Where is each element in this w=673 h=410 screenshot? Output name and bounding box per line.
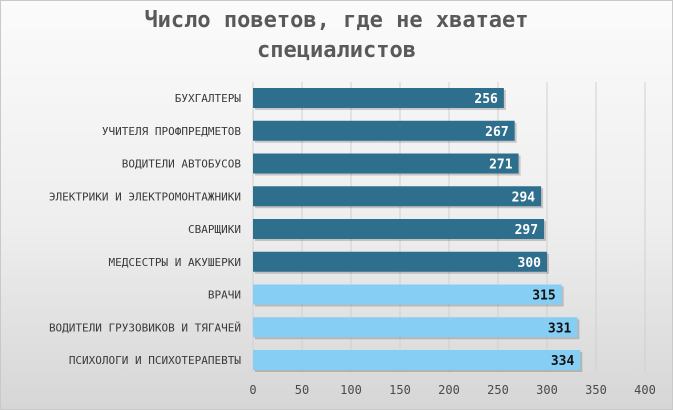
- bar: [253, 284, 562, 305]
- data-label: 271: [489, 158, 513, 173]
- chart-title-line-1: Число поветов, где не хватает: [144, 8, 529, 33]
- labels: 0 50 100 150 200 250 300 350 400 БУХГАЛТЕРЫ 256 УЧИ…: [49, 92, 656, 397]
- bar: [253, 153, 519, 174]
- chart-title-line-2: специалистов: [257, 38, 416, 63]
- x-tick-label: 50: [295, 383, 309, 397]
- data-label: 334: [551, 354, 575, 369]
- x-tick-label: 250: [487, 383, 509, 397]
- bar: [253, 251, 547, 272]
- bars: [253, 88, 583, 372]
- data-label: 315: [532, 289, 555, 304]
- chart-title: Число поветов, где не хватает специалист…: [0, 6, 673, 66]
- x-tick-label: 300: [536, 383, 558, 397]
- category-label: ЭЛЕКТРИКИ И ЭЛЕКТРОМОНТАЖНИКИ: [49, 190, 241, 203]
- category-label: ВРАЧИ: [208, 289, 241, 302]
- bar: [253, 219, 545, 239]
- x-tick-label: 150: [389, 383, 411, 397]
- bar: [253, 317, 578, 338]
- data-label: 256: [474, 92, 498, 107]
- category-label: ВОДИТЕЛИ ГРУЗОВИКОВ И ТЯГАЧЕЙ: [49, 321, 241, 334]
- bar: [253, 350, 581, 370]
- data-label: 297: [515, 223, 538, 238]
- category-label: УЧИТЕЛЯ ПРОФПРЕДМЕТОВ: [102, 125, 241, 138]
- category-label: МЕДСЕСТРЫ И АКУШЕРКИ: [109, 256, 241, 269]
- data-label: 300: [518, 256, 542, 271]
- data-label: 331: [548, 321, 572, 336]
- x-tick-label: 400: [634, 383, 656, 397]
- data-label: 294: [512, 190, 536, 205]
- x-tick-label: 350: [585, 383, 607, 397]
- x-tick-label: 0: [249, 383, 256, 397]
- category-label: СВАРЩИКИ: [188, 223, 241, 236]
- bar: [253, 88, 504, 108]
- bar: [253, 120, 515, 141]
- category-label: ПСИХОЛОГИ И ПСИХОТЕРАПЕВТЫ: [69, 354, 242, 367]
- category-label: БУХГАЛТЕРЫ: [175, 92, 242, 105]
- category-label: ВОДИТЕЛИ АВТОБУСОВ: [122, 158, 242, 171]
- data-label: 267: [485, 125, 508, 140]
- x-tick-label: 200: [438, 383, 460, 397]
- bar: [253, 186, 542, 207]
- x-tick-label: 100: [340, 383, 362, 397]
